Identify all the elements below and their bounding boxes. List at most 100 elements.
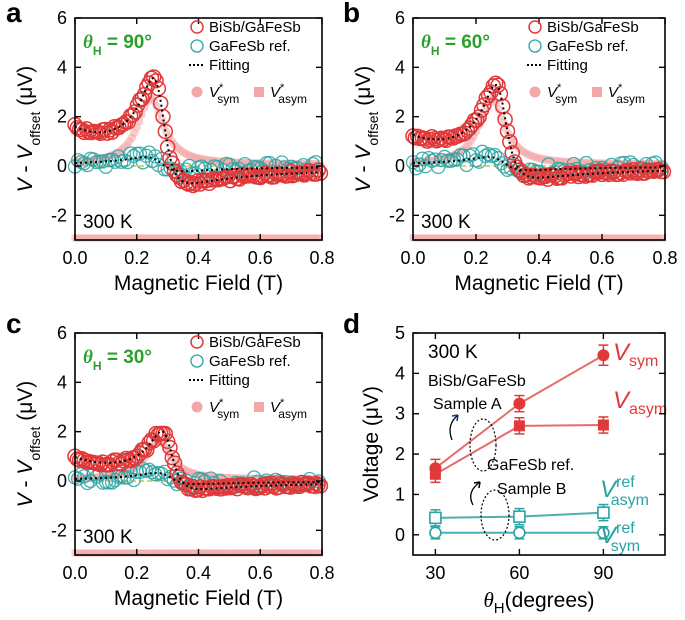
panel-letter: c [6, 308, 22, 339]
legend-marker [529, 86, 541, 98]
vsym-point [494, 104, 503, 114]
y-tick-label: 5 [395, 323, 405, 343]
legend-label: Fitting [209, 57, 250, 74]
y-tick-label: 2 [57, 422, 67, 442]
temperature-label: 300 K [83, 527, 133, 548]
series-Vasym [429, 416, 609, 484]
sample-b-material: GaFeSb ref. [487, 457, 574, 474]
theta-label: θH = 60° [421, 32, 490, 58]
vasym-series [71, 549, 324, 557]
bisb-point [159, 433, 176, 450]
bisb-point [157, 425, 174, 442]
sample-a-name: Sample A [433, 396, 502, 413]
data-point [429, 468, 441, 480]
plot-frame [412, 332, 666, 556]
bisb-point [125, 107, 141, 123]
vasym-point [316, 234, 324, 242]
legend-label: BiSb/GaFeSb [547, 19, 639, 36]
arrow-a-head [451, 414, 459, 422]
fit-line-ref [75, 472, 321, 485]
ref-point [481, 147, 496, 162]
arrow-b [470, 481, 481, 506]
bisb-point [150, 80, 167, 97]
x-tick-label: 0.2 [124, 563, 149, 583]
y-tick-label: 0 [57, 156, 67, 176]
legend-marker [190, 335, 204, 349]
x-tick-label: 0.4 [526, 248, 551, 268]
series-label: Vref asym [600, 474, 649, 509]
data-point [429, 526, 442, 540]
legend-label: V* sym [209, 82, 239, 106]
fit-line [74, 430, 321, 490]
ref-point [86, 152, 101, 167]
bisb-point [157, 123, 174, 140]
x-tick-label: 30 [425, 563, 445, 583]
x-tick-label: 0.4 [186, 248, 211, 268]
y-tick-label: 6 [57, 8, 67, 28]
fit-line [74, 77, 321, 185]
bisb-point [499, 123, 516, 139]
bisb-point [92, 125, 109, 142]
legend-label: V* asym [608, 82, 645, 106]
legend-marker [190, 354, 204, 368]
vasym-series [71, 234, 324, 242]
y-tick-label: 0 [395, 156, 405, 176]
legend-marker [592, 87, 602, 97]
bisb-series [67, 69, 329, 194]
bisb-series [405, 75, 672, 187]
y-tick-label: 2 [395, 107, 405, 127]
data-point [429, 511, 442, 525]
sample-b-name: Sample B [497, 481, 566, 498]
x-tick-label: 0.8 [309, 563, 334, 583]
sample-a-material: BiSb/GaFeSb [428, 373, 526, 390]
x-tick-label: 60 [509, 563, 529, 583]
legend-label: BiSb/GaFeSb [209, 334, 301, 351]
y-tick-label: 3 [395, 404, 405, 424]
legend-label: Fitting [547, 57, 588, 74]
temperature-label: 300 K [428, 342, 478, 363]
bisb-point [132, 92, 148, 108]
legend-marker [191, 86, 203, 98]
legend-label: GaFeSb ref. [547, 38, 629, 55]
y-axis-label: V - Voffset (μV) [14, 381, 43, 508]
bisb-point [497, 111, 513, 128]
data-point [513, 420, 525, 432]
x-axis-label: θH(degrees) [483, 588, 594, 617]
vasym-series [409, 234, 666, 242]
arrow-a [449, 414, 459, 441]
bisb-series [67, 425, 329, 499]
theta-label: θH = 90° [83, 32, 152, 58]
y-tick-label: 1 [395, 484, 405, 504]
x-axis-label: Magnetic Field (T) [454, 272, 623, 295]
x-tick-label: 0.4 [186, 563, 211, 583]
bisb-point [655, 163, 672, 180]
legend-marker [190, 39, 204, 53]
bisb-point [504, 145, 520, 161]
legend: BiSb/GaFeSb GaFeSb ref. Fitting V* sym V* asym [189, 334, 307, 421]
panel-d: d Vsym Vasym Vref asym Vref sym 300 K BiSb/GaFeS… [343, 308, 667, 617]
y-axis-label: Voltage (μV) [360, 386, 383, 502]
x-axis-label: Magnetic Field (T) [114, 272, 283, 295]
data-point [597, 506, 610, 519]
bisb-point [469, 112, 485, 128]
bisb-point [502, 134, 518, 150]
temperature-label: 300 K [83, 212, 133, 233]
legend-marker [254, 402, 264, 412]
bisb-point [166, 455, 183, 471]
legend-label: V* sym [209, 397, 239, 421]
x-tick-label: 0.6 [248, 563, 273, 583]
panel-letter: d [343, 308, 360, 339]
bisb-point [92, 456, 109, 473]
x-tick-label: 0.8 [652, 248, 677, 268]
data-point [513, 526, 526, 540]
x-tick-label: 0.6 [248, 248, 273, 268]
series-Vref_sym [429, 525, 610, 540]
fit-line [412, 84, 664, 179]
bisb-point [115, 452, 132, 469]
data-point [513, 510, 526, 523]
ref-point [135, 461, 151, 477]
legend-marker [254, 87, 264, 97]
y-tick-label: 4 [57, 57, 67, 77]
vasym-point [658, 234, 666, 242]
